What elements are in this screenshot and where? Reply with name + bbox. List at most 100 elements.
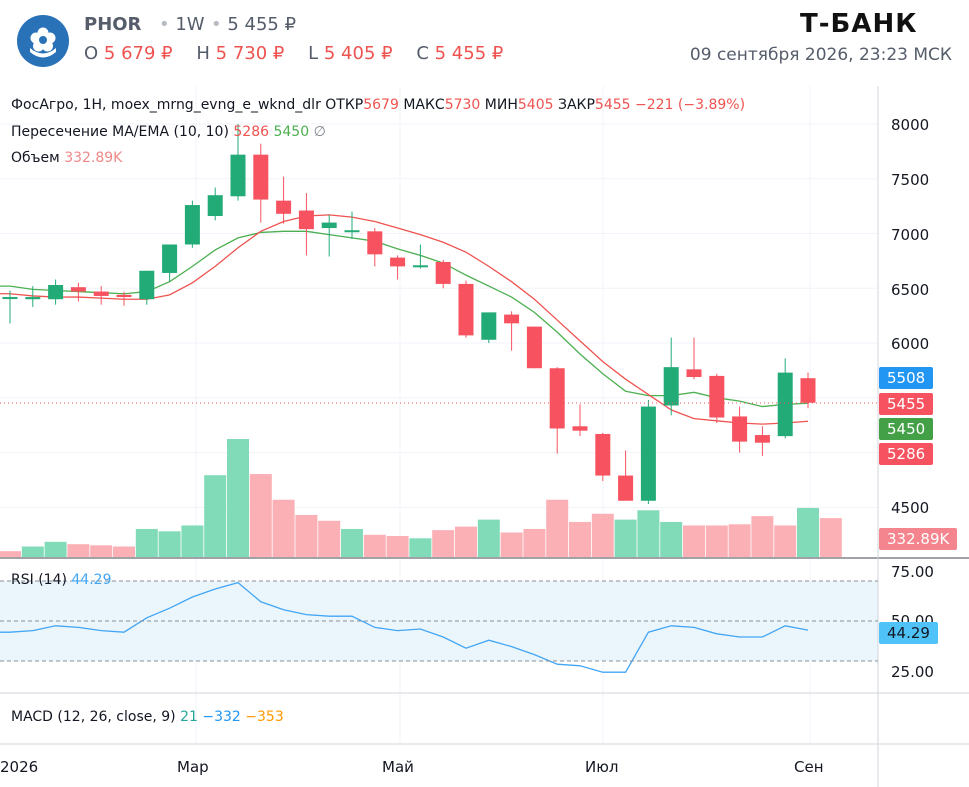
volume-bars — [0, 439, 842, 557]
rsi-pane — [0, 581, 809, 673]
candle-body — [230, 154, 246, 197]
candle-body — [412, 265, 428, 268]
volume-bar — [135, 528, 158, 557]
candles — [2, 124, 816, 505]
x-tick-may: Май — [382, 758, 414, 776]
legend-low-label: МИН — [484, 97, 518, 113]
timeframe-label[interactable]: • 1W — [159, 14, 205, 35]
candle-body — [344, 230, 360, 233]
candle-body — [367, 231, 383, 255]
volume-bar — [272, 499, 295, 557]
legend-macd-3: −353 — [245, 709, 284, 725]
volume-bar — [341, 528, 363, 557]
candle-body — [618, 475, 634, 501]
candle-body — [390, 257, 406, 267]
volume-bar — [614, 519, 637, 557]
legend-macd-1: 21 — [180, 709, 198, 725]
legend-rsi[interactable]: RSI (14) 44.29 — [11, 572, 111, 588]
timestamp: 09 сентября 2026, 23:23 МСК — [689, 45, 952, 65]
last-price-value: 5 455 ₽ — [227, 14, 297, 35]
price-tick-4500: 4500 — [891, 499, 930, 517]
price-badge-5508: 5508 — [879, 367, 934, 389]
candle-body — [640, 406, 656, 501]
candle-body — [595, 433, 611, 476]
legend-ma-green: 5450 — [273, 124, 310, 140]
candle-body — [2, 297, 18, 300]
candle-body — [777, 372, 793, 437]
volume-bar — [90, 545, 113, 557]
legend-macd-label: MACD (12, 26, close, 9) — [11, 709, 176, 725]
volume-bar — [591, 513, 614, 557]
ohlc-close-label: C — [416, 43, 429, 64]
volume-bar — [21, 546, 44, 557]
price-tick-7000: 7000 — [891, 226, 930, 244]
legend-high-label: МАКС — [403, 97, 445, 113]
ticker-symbol: PHOR — [84, 14, 142, 35]
candle-body — [481, 312, 497, 340]
rsi-line — [0, 581, 809, 673]
last-price: • 5 455 ₽ — [211, 14, 296, 35]
volume-bar — [181, 525, 204, 557]
rsi-badge: 44.29 — [879, 622, 938, 644]
volume-bar — [751, 516, 774, 557]
price-tick-8000: 8000 — [891, 116, 930, 134]
volume-bar — [227, 439, 249, 557]
candle-body — [116, 294, 132, 298]
candle-body — [93, 291, 109, 296]
ma-lines — [0, 214, 809, 425]
volume-bar — [386, 535, 409, 557]
volume-bar — [819, 518, 842, 557]
candle-body — [732, 416, 748, 442]
legend-macd[interactable]: MACD (12, 26, close, 9) 21 −332 −353 — [11, 709, 284, 725]
volume-bar — [249, 474, 272, 557]
price-badge-5455: 5455 — [879, 393, 934, 415]
price-tick-6500: 6500 — [891, 281, 930, 299]
legend-main[interactable]: ФосАгро, 1Н, moex_mrng_evng_e_wknd_dlr О… — [11, 97, 745, 113]
x-tick-2026: 2026 — [0, 758, 39, 776]
rsi-band — [0, 581, 878, 661]
candle-body — [663, 367, 679, 406]
legend-ma-red: 5286 — [233, 124, 270, 140]
candle-body — [549, 368, 565, 429]
candle-body — [253, 154, 269, 200]
volume-bar — [705, 525, 728, 557]
volume-bar — [409, 538, 432, 557]
volume-bar — [113, 546, 135, 557]
price-badge-5450: 5450 — [879, 418, 934, 440]
volume-bar — [0, 551, 21, 557]
legend-close: 5455 — [594, 97, 631, 113]
candle-body — [800, 378, 816, 403]
volume-bar — [44, 541, 67, 557]
legend-volume-label: Объем — [11, 150, 60, 166]
volume-bar — [158, 531, 181, 557]
candle-body — [207, 195, 223, 216]
volume-bar — [523, 528, 546, 557]
legend-symbol: ФосАгро, 1Н, moex_mrng_evng_e_wknd_dlr — [11, 97, 321, 113]
x-tick-mar: Мар — [177, 758, 209, 776]
rsi-tick-75: 75.00 — [891, 563, 934, 581]
volume-bar — [637, 510, 660, 557]
candle-body — [298, 210, 314, 230]
candle-body — [435, 262, 451, 284]
timeframe-value: 1W — [175, 14, 205, 35]
volume-bar — [318, 520, 341, 557]
candle-body — [504, 314, 520, 324]
chart-canvas[interactable] — [0, 86, 969, 787]
legend-ma[interactable]: Пересечение MA/EMA (10, 10) 5286 5450 ∅ — [11, 124, 326, 140]
volume-bar — [295, 514, 318, 557]
candle-body — [139, 270, 155, 300]
legend-close-label: ЗАКР — [557, 97, 595, 113]
legend-open-label: ОТКР — [325, 97, 364, 113]
ohlc-low: 5 405 ₽ — [323, 43, 393, 64]
legend-rsi-value: 44.29 — [71, 572, 112, 588]
volume-bar — [569, 521, 591, 557]
legend-volume[interactable]: Объем 332.89K — [11, 150, 122, 166]
legend-open: 5679 — [363, 97, 399, 113]
volume-bar — [432, 530, 455, 557]
volume-bar — [204, 475, 227, 557]
flower-icon — [17, 15, 69, 67]
volume-bar — [500, 532, 523, 557]
volume-bar — [455, 526, 477, 557]
candle-body — [184, 205, 200, 245]
volume-bar — [67, 544, 90, 557]
